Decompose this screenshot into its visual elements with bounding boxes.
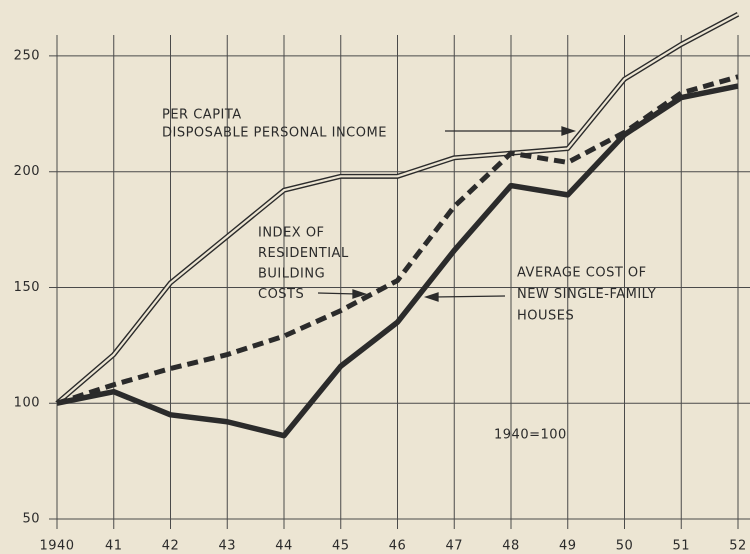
y-tick-label: 250 bbox=[14, 48, 40, 63]
series-line-inner bbox=[56, 13, 739, 405]
plot: 50 100 150 200 250 1940 41 42 43 44 45 46 47 48 49 50 51… bbox=[14, 12, 750, 554]
series-label: INDEX OF bbox=[258, 226, 325, 241]
x-tick-label: 45 bbox=[332, 539, 350, 554]
x-tick-label: 50 bbox=[616, 539, 634, 554]
x-tick-label: 42 bbox=[162, 539, 180, 554]
y-tick-label: 50 bbox=[22, 512, 40, 527]
series-label: BUILDING bbox=[258, 267, 325, 282]
series-label: DISPOSABLE PERSONAL INCOME bbox=[162, 126, 387, 141]
x-tick-label: 48 bbox=[502, 539, 520, 554]
y-tick-label: 100 bbox=[14, 396, 40, 411]
arrow bbox=[317, 292, 358, 295]
series-line bbox=[56, 83, 739, 439]
x-tick-label: 43 bbox=[218, 539, 236, 554]
x-tick-label: 49 bbox=[559, 539, 577, 554]
x-tick-label: 1940 bbox=[39, 539, 74, 554]
series-label: AVERAGE COST OF bbox=[517, 266, 647, 281]
annotation: 1940=100 bbox=[494, 428, 567, 443]
series-label: RESIDENTIAL bbox=[258, 246, 349, 261]
series-label: COSTS bbox=[258, 287, 304, 302]
y-tick-label: 150 bbox=[14, 280, 40, 295]
arrows bbox=[317, 126, 577, 302]
x-tick-label: 41 bbox=[105, 539, 123, 554]
arrowhead bbox=[423, 292, 439, 302]
arrowhead bbox=[561, 126, 577, 136]
y-tick-label: 200 bbox=[14, 164, 40, 179]
arrowhead bbox=[352, 289, 368, 299]
series-label: NEW SINGLE-FAMILY bbox=[517, 287, 656, 302]
series-label: HOUSES bbox=[517, 309, 574, 324]
arrow bbox=[433, 295, 506, 298]
x-tick-label: 52 bbox=[729, 539, 747, 554]
x-tick-label: 47 bbox=[445, 539, 463, 554]
x-tick-label: 44 bbox=[275, 539, 293, 554]
series-label: PER CAPITA bbox=[162, 108, 242, 123]
x-tick-label: 51 bbox=[672, 539, 690, 554]
x-tick-label: 46 bbox=[389, 539, 407, 554]
